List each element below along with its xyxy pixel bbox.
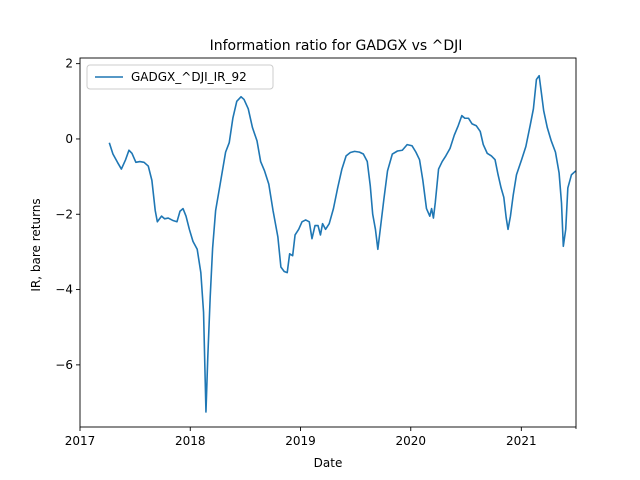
x-tick-label-4: 2021 — [506, 434, 537, 448]
plot-area — [79, 57, 577, 428]
y-axis: 2 0 −2 −4 −6 — [55, 57, 80, 372]
y-tick-label-4: −6 — [55, 358, 73, 372]
chart-title: Information ratio for GADGX vs ^DJI — [210, 38, 463, 54]
y-tick-label-0: 2 — [65, 57, 73, 71]
legend-box — [86, 64, 274, 90]
series-line-0 — [108, 74, 577, 413]
legend: GADGX_^DJI_IR_92 — [86, 64, 274, 90]
x-tick-label-1: 2018 — [175, 434, 206, 448]
axes-frame — [79, 57, 577, 428]
y-axis-label: IR, bare returns — [29, 198, 43, 291]
x-axis-label: Date — [314, 456, 343, 470]
y-tick-label-3: −4 — [55, 283, 73, 297]
x-axis: 2017 2018 2019 2020 2021 — [65, 427, 577, 448]
y-tick-label-2: −2 — [55, 207, 73, 221]
x-tick-label-3: 2020 — [395, 434, 426, 448]
x-tick-label-2: 2019 — [285, 434, 316, 448]
legend-label-0: GADGX_^DJI_IR_92 — [131, 70, 247, 84]
x-tick-label-0: 2017 — [65, 434, 96, 448]
y-tick-label-1: 0 — [65, 132, 73, 146]
